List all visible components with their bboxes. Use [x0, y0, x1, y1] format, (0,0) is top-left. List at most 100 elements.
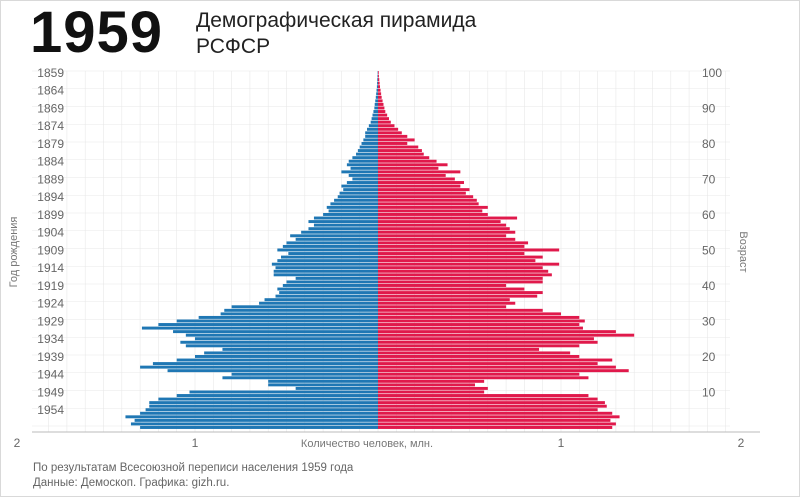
- bar-left: [176, 394, 378, 397]
- bar-left: [334, 198, 378, 202]
- bar-right: [378, 276, 543, 280]
- bar-left: [372, 113, 378, 117]
- bar-left: [313, 216, 378, 220]
- bar-right: [378, 426, 613, 429]
- bar-right: [378, 138, 415, 142]
- age-tick: 40: [702, 279, 716, 293]
- title-line-1: Демографическая пирамида: [196, 9, 477, 32]
- bar-right: [378, 355, 580, 358]
- footer-credits: Данные: Демоскоп. Графика: gizh.ru.: [33, 477, 230, 489]
- bar-left: [375, 99, 378, 103]
- title-line-2: РСФСР: [196, 35, 271, 58]
- bar-right: [378, 301, 516, 305]
- bar-right: [378, 404, 607, 408]
- bar-left: [375, 95, 378, 99]
- bar-left: [371, 117, 378, 121]
- bar-left: [286, 241, 378, 245]
- bar-left: [352, 156, 378, 160]
- bar-right: [378, 386, 488, 390]
- bar-right: [378, 127, 399, 131]
- age-tick: 70: [702, 172, 716, 186]
- bar-right: [378, 131, 402, 135]
- bar-left: [125, 415, 379, 419]
- bar-left: [140, 365, 378, 369]
- bar-right: [378, 358, 613, 362]
- bar-right: [378, 397, 598, 401]
- bar-left: [368, 124, 378, 128]
- bar-left: [268, 379, 378, 383]
- bar-right: [378, 312, 561, 316]
- age-tick: 100: [702, 66, 722, 80]
- bar-right: [378, 319, 585, 323]
- bar-right: [378, 227, 510, 231]
- bar-left: [277, 259, 378, 263]
- birth-year-ticks: 1859 1864 1869 1874 1879 1884 1889 1894 1899 1904…: [37, 66, 64, 417]
- bar-left: [140, 411, 378, 415]
- bar-right: [378, 209, 483, 213]
- bar-left: [141, 326, 378, 330]
- bar-left: [222, 376, 378, 380]
- bar-right: [378, 95, 382, 99]
- bar-left: [377, 78, 378, 82]
- bar-right: [378, 237, 516, 241]
- birth-year-tick: 1904: [37, 226, 64, 240]
- bar-right: [378, 383, 475, 387]
- bar-right: [378, 273, 552, 277]
- bar-left: [273, 273, 378, 277]
- bar-left: [275, 266, 378, 270]
- bars-group: [125, 71, 635, 429]
- bar-left: [195, 355, 378, 358]
- bar-right: [378, 220, 501, 224]
- bar-left: [308, 227, 378, 231]
- bar-left: [290, 234, 378, 238]
- bar-left: [295, 386, 378, 390]
- x-tick: 2: [14, 436, 21, 450]
- bar-left: [295, 276, 378, 280]
- bar-left: [204, 351, 378, 355]
- bar-right: [378, 259, 536, 263]
- bar-right: [378, 159, 437, 163]
- bar-right: [378, 113, 388, 117]
- age-tick: 10: [702, 385, 716, 399]
- bar-right: [378, 333, 635, 337]
- birth-year-tick: 1879: [37, 137, 64, 151]
- bar-left: [288, 252, 378, 255]
- bar-right: [378, 347, 540, 351]
- bar-left: [370, 120, 378, 124]
- birth-year-tick: 1944: [37, 368, 64, 382]
- bar-left: [313, 223, 378, 227]
- bar-right: [378, 198, 477, 202]
- bar-right: [378, 205, 488, 209]
- bar-right: [378, 195, 474, 199]
- bar-left: [264, 298, 378, 302]
- bar-left: [356, 152, 378, 156]
- age-ticks: 100 90 80 70 60 50 40 30 20 10: [702, 66, 722, 399]
- bar-left: [231, 305, 378, 309]
- bar-left: [339, 191, 378, 195]
- bar-right: [378, 71, 379, 74]
- bar-right: [378, 170, 461, 174]
- bar-left: [176, 358, 378, 362]
- bar-right: [378, 181, 465, 184]
- bar-left: [198, 315, 378, 319]
- bar-left: [180, 340, 378, 344]
- age-tick: 50: [702, 243, 716, 257]
- bar-right: [378, 124, 395, 128]
- x-tick: 1: [192, 436, 199, 450]
- bar-right: [378, 191, 466, 195]
- bar-right: [378, 241, 529, 245]
- birth-year-tick: 1909: [37, 243, 64, 257]
- x-axis-ticks: 2 1 1 2: [14, 436, 745, 450]
- bar-left: [308, 220, 378, 224]
- bar-right: [378, 88, 381, 92]
- bar-right: [378, 305, 507, 309]
- birth-year-tick: 1929: [37, 314, 64, 328]
- birth-year-tick: 1934: [37, 332, 64, 346]
- birth-year-tick: 1949: [37, 385, 64, 399]
- birth-year-tick: 1919: [37, 279, 64, 293]
- bar-right: [378, 415, 620, 419]
- bar-left: [330, 202, 378, 206]
- bar-right: [378, 255, 543, 259]
- bar-right: [378, 163, 448, 167]
